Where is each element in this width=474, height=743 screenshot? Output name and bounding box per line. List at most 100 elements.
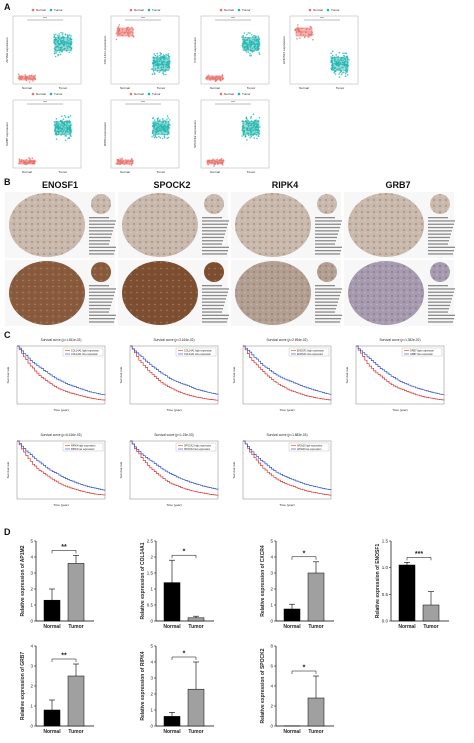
scatter-point: [57, 133, 60, 136]
scatter-point: [131, 162, 134, 165]
scatter-point: [346, 65, 349, 68]
scatter-point: [168, 58, 170, 60]
survival-legend: [288, 347, 330, 357]
panel-c-survival-curves: Survival curve (p=1.811e-02) COL14A1 high…: [6, 338, 445, 507]
scatter-point: [67, 137, 69, 140]
info-text-line: [89, 321, 114, 323]
scatter-point: [61, 34, 64, 36]
scatter-point: [154, 68, 157, 70]
scatter-point: [335, 54, 338, 56]
scatter-point: [117, 159, 120, 161]
panel-d-bar-charts: 0 1 2 3 4 5 Relative expression of AP1M2 Normal…: [20, 539, 449, 735]
scatter-point: [167, 123, 169, 126]
scatter-point: [62, 39, 65, 41]
scatter-point: [66, 120, 69, 122]
scatter-point: [119, 163, 121, 166]
scatter-point: [341, 63, 344, 66]
scatter-point: [55, 123, 58, 126]
ihc-title-spock2: SPOCK2: [153, 180, 191, 190]
y-tick-label: 5: [150, 644, 153, 649]
scatter-point: [344, 60, 346, 63]
info-text-line: [315, 223, 341, 225]
scatter-point: [166, 115, 169, 117]
scatter-point: [167, 117, 169, 119]
scatter-point: [249, 48, 252, 51]
boxplot-6: Normal Tumor *** SPOCK2 expression Normal Tum…: [193, 92, 270, 174]
scatter-point: [68, 40, 70, 42]
scatter-point: [253, 119, 256, 122]
scatter-point: [257, 43, 260, 46]
scatter-point: [256, 131, 258, 134]
scatter-point: [162, 55, 165, 58]
x-tick-label: Normal: [43, 624, 61, 630]
scatter-point: [64, 33, 67, 35]
y-tick-label: 1: [150, 587, 153, 592]
scatter-point: [159, 136, 162, 139]
scatter-point: [25, 76, 28, 79]
info-text-line: [428, 301, 451, 303]
info-text-line: [89, 240, 110, 242]
significance-label: **: [61, 653, 67, 660]
ihc-cell-grb7-normal: [344, 192, 455, 258]
scatter-point: [242, 134, 245, 136]
bar-chart-cxcr4: 0 1 2 3 4 5 Relative expression of CXCR4 Normal…: [260, 539, 334, 630]
scatter-point: [249, 32, 251, 34]
scatter-point: [69, 46, 72, 48]
tissue-core-thumbnail: [430, 262, 450, 282]
scatter-point: [243, 126, 245, 129]
scatter-point: [123, 163, 126, 166]
scatter-point: [251, 126, 253, 129]
scatter-point: [153, 73, 156, 75]
scatter-point: [158, 71, 161, 73]
scatter-point: [164, 119, 166, 122]
panel-a-boxplots: Normal Tumor *** AP1M2 expression Normal Tumo…: [5, 8, 359, 174]
scatter-point: [159, 52, 161, 54]
scatter-point: [247, 119, 250, 122]
scatter-point: [55, 33, 57, 36]
info-text-line: [428, 243, 448, 245]
scatter-point: [251, 122, 253, 125]
scatter-point: [343, 54, 345, 57]
scatter-point: [346, 71, 349, 73]
ihc-title-ripk4: RIPK4: [271, 180, 299, 190]
scatter-point: [156, 126, 159, 128]
info-text-line: [89, 314, 116, 316]
legend-high-label: ENOSF1 high expression: [297, 350, 325, 353]
info-text-line: [428, 246, 455, 248]
scatter-point: [219, 78, 222, 81]
scatter-point: [58, 46, 60, 49]
scatter-point: [257, 35, 260, 38]
scatter-point: [312, 33, 314, 36]
info-text-line: [315, 240, 336, 242]
y-tick-label: 0.0: [382, 619, 389, 624]
curve-high: [17, 345, 106, 401]
info-text-line: [315, 220, 342, 222]
tissue-core-large: [235, 193, 311, 257]
scatter-point: [117, 163, 119, 165]
scatter-point: [168, 126, 170, 129]
significance-bracket: [51, 658, 77, 662]
scatter-point: [161, 118, 164, 120]
info-text-line: [428, 298, 452, 300]
scatter-point: [60, 31, 62, 34]
scatter-point: [54, 38, 57, 41]
scatter-point: [67, 125, 70, 127]
scatter-point: [168, 62, 171, 64]
scatter-point: [336, 68, 338, 71]
scatter-point: [53, 39, 55, 42]
x-tick-label: Normal: [398, 624, 416, 630]
scatter-point: [167, 131, 169, 134]
scatter-point: [343, 62, 345, 64]
scatter-point: [242, 42, 245, 45]
scatter-point: [54, 127, 57, 130]
curve-low: [17, 440, 106, 491]
scatter-point: [153, 123, 156, 125]
scatter-point: [64, 127, 66, 129]
scatter-point: [69, 129, 71, 132]
legend-normal-label: Normal: [134, 92, 144, 96]
scatter-point: [24, 76, 27, 79]
legend-low-label: COL14A1 low expression: [184, 353, 212, 356]
scatter-point: [253, 38, 256, 40]
scatter-point: [54, 55, 57, 58]
scatter-point: [56, 130, 58, 133]
